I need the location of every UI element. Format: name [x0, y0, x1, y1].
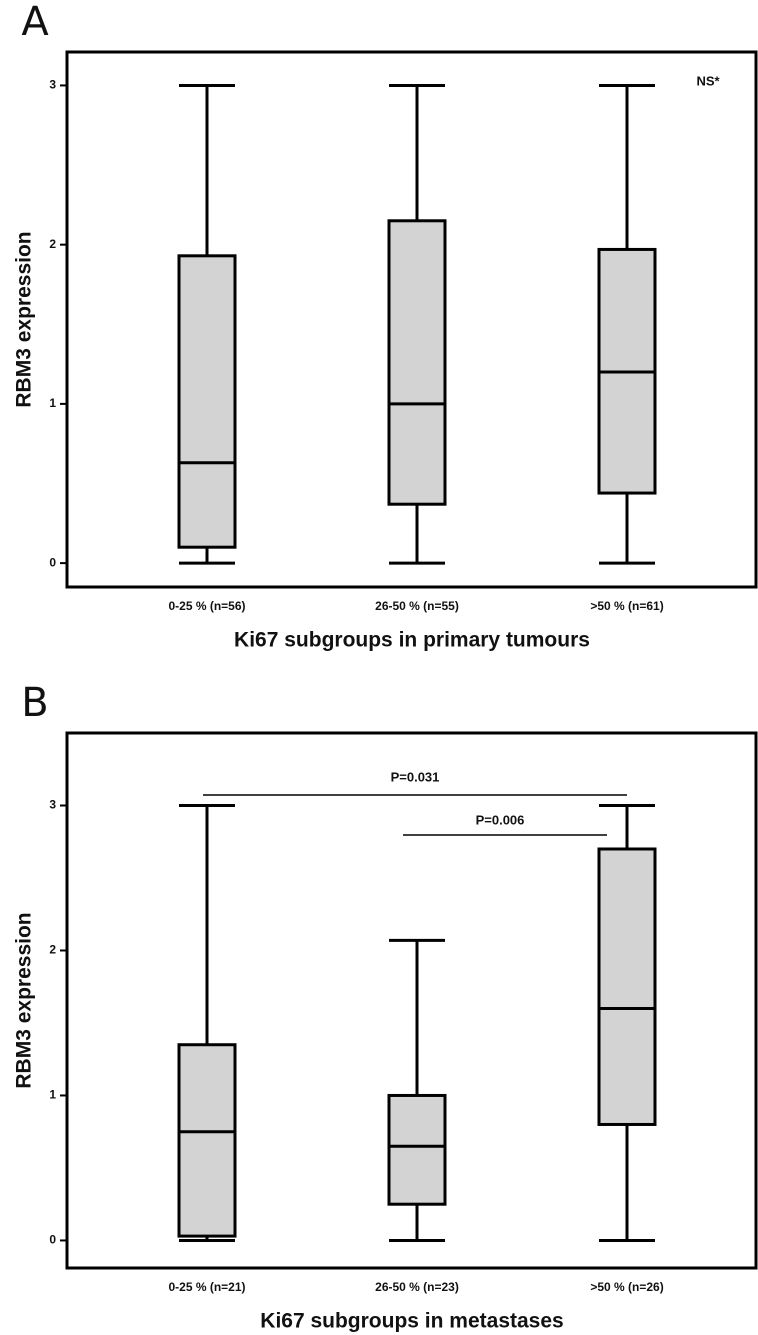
x-tick-label: 0-25 % (n=21)	[168, 1280, 245, 1294]
y-tick-label: 2	[49, 943, 56, 957]
annotation: P=0.031	[391, 769, 440, 784]
box	[177, 1043, 237, 1238]
x-tick-label: 0-25 % (n=56)	[168, 599, 245, 613]
annotation: NS*	[696, 73, 720, 88]
y-tick-label: 3	[49, 78, 56, 92]
y-axis-title: RBM3 expression	[13, 912, 36, 1088]
panel-label: B	[21, 680, 48, 726]
panel-label: A	[21, 0, 49, 45]
x-tick-label: >50 % (n=26)	[590, 1280, 663, 1294]
box	[387, 219, 447, 506]
annotation: P=0.006	[476, 812, 525, 827]
box	[597, 847, 657, 1126]
x-axis-title: Ki67 subgroups in metastases	[260, 1310, 563, 1333]
y-axis-title: RBM3 expression	[13, 231, 36, 407]
y-tick-label: 3	[49, 798, 56, 812]
plot-frame	[65, 731, 758, 1270]
y-tick-label: 1	[49, 396, 56, 410]
box	[387, 1093, 447, 1206]
y-tick-label: 0	[49, 1233, 56, 1247]
y-tick-label: 2	[49, 237, 56, 251]
box	[177, 254, 237, 549]
y-tick-label: 0	[49, 555, 56, 569]
y-tick-label: 1	[49, 1088, 56, 1102]
plot-frame	[65, 50, 758, 589]
x-tick-label: 26-50 % (n=55)	[375, 599, 459, 613]
x-tick-label: >50 % (n=61)	[590, 599, 663, 613]
x-tick-label: 26-50 % (n=23)	[375, 1280, 459, 1294]
x-axis-title: Ki67 subgroups in primary tumours	[234, 629, 590, 652]
